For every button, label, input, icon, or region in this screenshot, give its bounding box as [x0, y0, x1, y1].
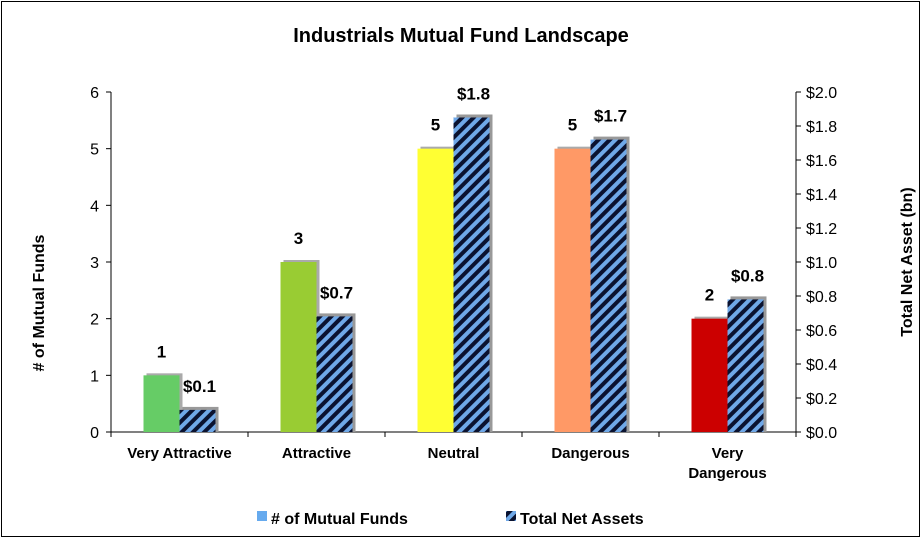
y-tick-label: 0 [90, 425, 99, 442]
legend: # of Mutual Funds Total Net Assets [257, 511, 644, 528]
y2-tick-label: $1.6 [806, 153, 837, 170]
y-axis-label: # of Mutual Funds [31, 234, 48, 371]
x-category-label: Neutral [428, 445, 480, 462]
y2-tick-label: $1.2 [806, 221, 837, 238]
bar-mutual-funds [143, 375, 180, 432]
legend-label-funds: # of Mutual Funds [271, 511, 408, 528]
data-label-net-assets: $0.8 [731, 266, 764, 285]
y2-tick-label: $1.0 [806, 255, 837, 272]
bar-net-assets [453, 117, 490, 432]
bar-mutual-funds [691, 318, 728, 432]
x-category-label: Dangerous [688, 465, 766, 482]
y2-tick-label: $1.8 [806, 119, 837, 136]
data-label-net-assets: $0.1 [183, 377, 216, 396]
data-label-mutual-funds: 2 [705, 286, 714, 305]
y2-tick-label: $1.4 [806, 187, 837, 204]
x-category-label: Very [712, 445, 744, 462]
bar-mutual-funds [554, 148, 591, 432]
data-label-net-assets: $0.7 [320, 283, 353, 302]
bar-net-assets [179, 409, 216, 432]
legend-swatch-assets [506, 511, 516, 521]
data-label-mutual-funds: 5 [431, 116, 440, 135]
x-category-label: Dangerous [551, 445, 629, 462]
plot-area: 0 1 2 3 4 5 6 $0.0 $0.2 $0.4 $0.6 $0.8 $1.0 $1.2 $1.4 $… [90, 85, 837, 483]
y2-tick-label: $0.8 [806, 289, 837, 306]
chart-title: Industrials Mutual Fund Landscape [293, 25, 629, 47]
y2-tick-label: $2.0 [806, 85, 837, 102]
data-label-net-assets: $1.8 [457, 85, 490, 104]
bar-net-assets [316, 316, 353, 432]
bar-net-assets [727, 299, 764, 432]
y2-tick-label: $0.0 [806, 425, 837, 442]
y2-tick-label: $0.6 [806, 323, 837, 340]
y2-axis-label: Total Net Asset (bn) [899, 187, 916, 336]
y-tick-label: 4 [90, 198, 99, 215]
data-label-mutual-funds: 1 [157, 342, 166, 361]
data-label-mutual-funds: 3 [294, 229, 303, 248]
bar-mutual-funds [280, 262, 317, 432]
legend-swatch-funds [257, 511, 267, 521]
y-tick-label: 6 [90, 85, 99, 102]
y-tick-label: 5 [90, 142, 99, 159]
legend-label-assets: Total Net Assets [520, 511, 644, 528]
y2-tick-label: $0.2 [806, 391, 837, 408]
bar-mutual-funds [417, 148, 454, 432]
x-category-label: Very Attractive [127, 445, 232, 462]
data-label-mutual-funds: 5 [568, 116, 577, 135]
y-tick-label: 2 [90, 312, 99, 329]
y-tick-label: 1 [90, 368, 99, 385]
x-category-label: Attractive [282, 445, 351, 462]
y-tick-label: 3 [90, 255, 99, 272]
bar-net-assets [590, 139, 627, 432]
data-label-net-assets: $1.7 [594, 107, 627, 126]
y2-tick-label: $0.4 [806, 357, 837, 374]
